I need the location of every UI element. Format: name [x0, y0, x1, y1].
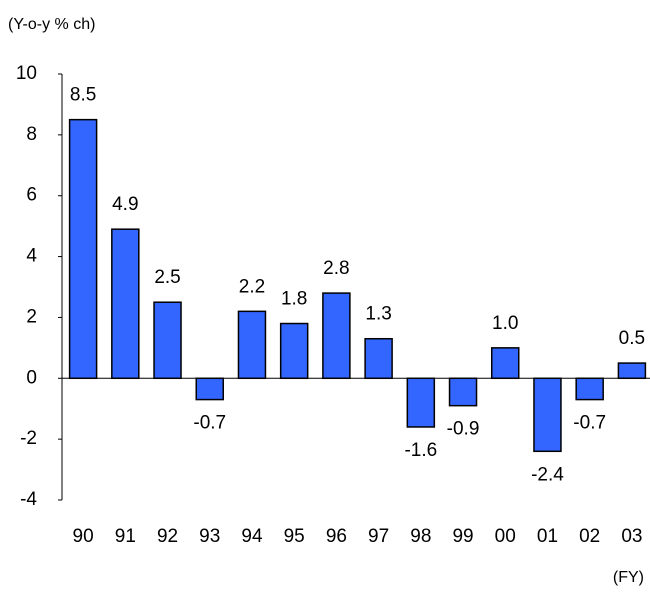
data-label: 4.9 — [112, 194, 138, 215]
y-tick-label: 2 — [26, 306, 37, 327]
bar — [617, 362, 647, 380]
bar — [406, 377, 436, 428]
bar — [533, 377, 562, 453]
data-label: 2.5 — [154, 267, 180, 288]
x-tick-label: 93 — [199, 526, 220, 547]
bar — [364, 337, 393, 380]
bar — [448, 377, 478, 407]
data-label: -0.7 — [193, 413, 226, 434]
x-tick-label: 97 — [368, 526, 389, 547]
bar — [68, 118, 98, 380]
bar — [111, 228, 140, 380]
y-tick-label: 4 — [26, 246, 37, 267]
x-unit-label: (FY) — [613, 569, 644, 586]
data-label: -2.4 — [531, 464, 564, 485]
x-tick-label: 90 — [73, 526, 94, 547]
x-tick-label: 00 — [495, 526, 516, 547]
bar — [491, 347, 520, 380]
data-label: -1.6 — [404, 440, 437, 461]
x-tick-label: 94 — [241, 526, 263, 547]
bar — [322, 292, 351, 380]
x-tick-label: 92 — [157, 526, 178, 547]
bar — [279, 322, 309, 380]
bar — [237, 310, 267, 380]
y-tick-label: -2 — [20, 428, 37, 449]
data-label: 0.5 — [619, 328, 645, 349]
y-tick-label: 10 — [16, 63, 37, 84]
data-label: 8.5 — [70, 85, 96, 106]
data-label: -0.9 — [447, 419, 480, 440]
x-tick-label: 95 — [284, 526, 305, 547]
y-tick-label: 8 — [26, 124, 37, 145]
x-tick-label: 01 — [537, 526, 558, 547]
y-tick-label: 0 — [26, 367, 37, 388]
y-tick-label: 6 — [26, 185, 37, 206]
bar — [575, 377, 604, 401]
y-tick-label: -4 — [20, 489, 37, 510]
x-tick-label: 98 — [410, 526, 431, 547]
data-label: 2.2 — [239, 276, 265, 297]
data-label: 2.8 — [323, 258, 349, 279]
bar — [153, 301, 182, 380]
x-tick-label: 96 — [326, 526, 347, 547]
data-label: 1.3 — [365, 304, 391, 325]
x-tick-label: 02 — [579, 526, 600, 547]
y-unit-label: (Y-o-y % ch) — [8, 16, 95, 33]
bar — [195, 377, 224, 401]
x-tick-label: 03 — [621, 526, 642, 547]
x-tick-label: 99 — [452, 526, 473, 547]
data-label: 1.8 — [281, 289, 307, 310]
data-label: -0.7 — [573, 413, 606, 434]
x-tick-label: 91 — [115, 526, 136, 547]
data-label: 1.0 — [492, 313, 518, 334]
